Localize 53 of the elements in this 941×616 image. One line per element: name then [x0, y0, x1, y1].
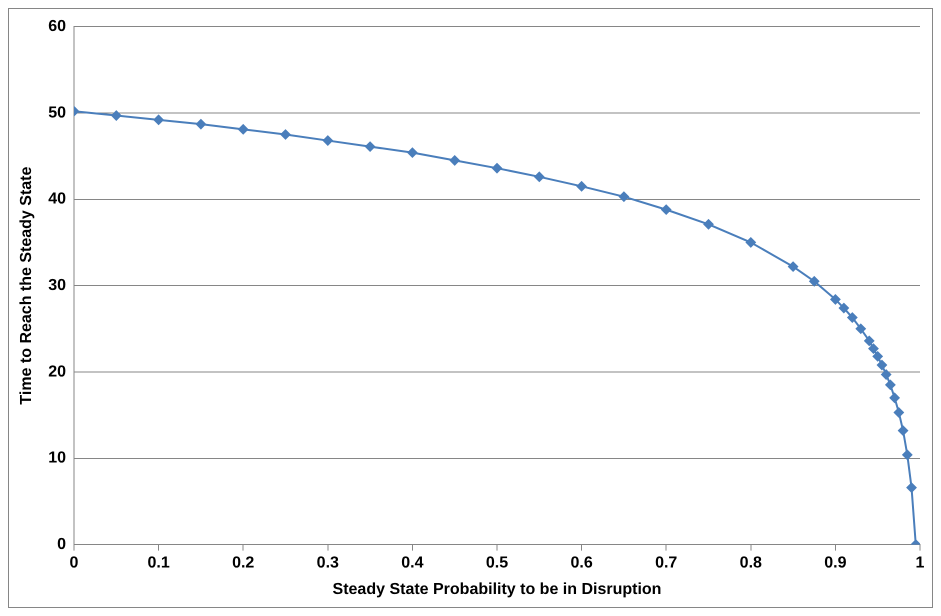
point [856, 324, 866, 334]
point [534, 172, 544, 182]
x-tick-label: 0.3 [316, 554, 340, 572]
point [830, 294, 840, 304]
point [902, 450, 912, 460]
point [847, 312, 858, 323]
point [407, 148, 418, 158]
point [365, 142, 376, 152]
point [864, 336, 874, 346]
point [154, 114, 164, 125]
y-tick-label: 0 [57, 536, 66, 554]
x-tick-label: 0.2 [232, 554, 254, 572]
x-axis-title: Steady State Probability to be in Disruption [332, 580, 662, 598]
y-tick-label: 50 [48, 104, 66, 122]
x-tick-label: 0.8 [740, 554, 762, 572]
y-tick-label: 30 [48, 277, 66, 294]
point [906, 482, 917, 493]
x-tick-label: 0.1 [147, 554, 170, 572]
point [322, 136, 333, 146]
y-tick-label: 40 [48, 190, 66, 208]
y-axis-title: Time to Reach the Steady State [18, 166, 36, 405]
y-tick-label: 20 [48, 363, 66, 380]
point [872, 351, 883, 362]
x-tick-label: 0.4 [401, 554, 424, 572]
point [868, 344, 878, 354]
point [809, 276, 820, 286]
x-tick-label: 0.7 [655, 554, 678, 572]
point [196, 119, 206, 130]
point [890, 392, 900, 403]
x-tick-label: 1 [916, 554, 925, 572]
point [746, 237, 756, 248]
x-tick-label: 0.5 [486, 554, 508, 572]
point [618, 192, 629, 202]
point [885, 380, 896, 390]
point [881, 370, 892, 380]
point [576, 181, 587, 192]
point [898, 426, 908, 436]
point [450, 155, 460, 166]
point [492, 163, 502, 174]
point [238, 124, 248, 134]
x-tick-label: 0.6 [570, 554, 593, 572]
point [876, 360, 887, 370]
point [704, 219, 714, 230]
point [661, 204, 672, 215]
x-tick-label: 0.9 [824, 554, 847, 572]
x-tick-label: 0 [70, 554, 79, 572]
point [838, 303, 849, 314]
y-tick-label: 10 [48, 450, 66, 467]
y-tick-label: 60 [48, 18, 66, 36]
point [111, 110, 122, 121]
point [280, 130, 290, 140]
point [788, 262, 798, 272]
point [894, 408, 904, 418]
